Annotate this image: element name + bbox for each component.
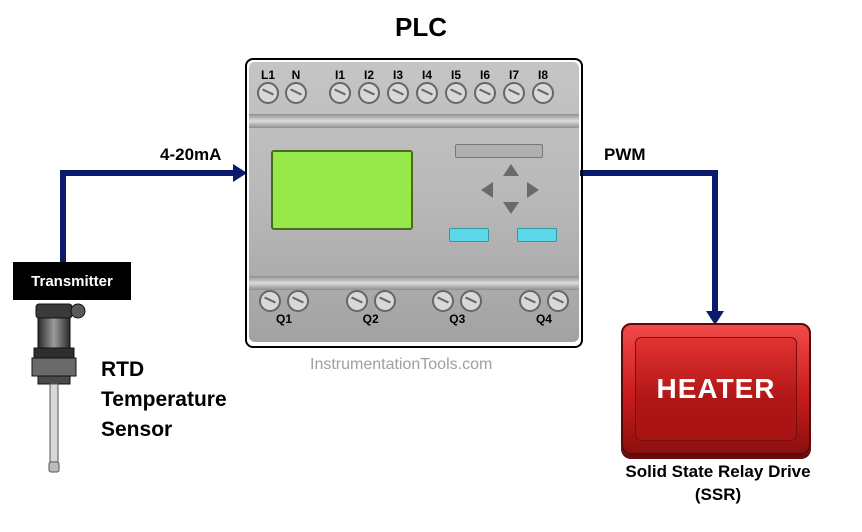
plc-top-terminals: L1 N I1 I2 I3 I4 I5 I6 I7 I8	[257, 68, 571, 112]
heater-label: HEATER	[656, 373, 775, 405]
terminal-Q1: Q1	[259, 290, 309, 338]
plc-top-bar-button	[455, 144, 543, 158]
terminal-Q4: Q4	[519, 290, 569, 338]
terminal-I6: I6	[474, 68, 496, 104]
plc-cyan-button-right	[517, 228, 557, 242]
terminal-Q2: Q2	[346, 290, 396, 338]
arrow-up-icon	[503, 164, 519, 176]
plc-body: L1 N I1 I2 I3 I4 I5 I6 I7 I8	[249, 62, 579, 342]
signal-out-label: PWM	[604, 145, 646, 165]
arrow-down-icon	[503, 202, 519, 214]
plc-bottom-groove	[249, 276, 579, 290]
terminal-Q3: Q3	[432, 290, 482, 338]
arrow-left-icon	[481, 182, 493, 198]
terminal-I8: I8	[532, 68, 554, 104]
terminal-N: N	[285, 68, 307, 104]
wire-output-horizontal	[580, 170, 718, 176]
terminal-I1: I1	[329, 68, 351, 104]
wire-output-vertical	[712, 170, 718, 313]
signal-in-label: 4-20mA	[160, 145, 221, 165]
heater-block: HEATER	[621, 323, 811, 455]
rtd-sensor-graphic	[28, 296, 100, 486]
rtd-label: RTD Temperature Sensor	[101, 355, 227, 445]
watermark-text: InstrumentationTools.com	[310, 356, 492, 374]
heater-sublabel: Solid State Relay Drive (SSR)	[618, 460, 818, 506]
wire-input-vertical	[60, 172, 66, 262]
wire-input-horizontal	[60, 170, 235, 176]
plc-bottom-terminals: Q1 Q2 Q3 Q4	[259, 290, 569, 338]
plc-cyan-button-left	[449, 228, 489, 242]
terminal-I5: I5	[445, 68, 467, 104]
plc-top-groove	[249, 114, 579, 128]
heater-inner: HEATER	[635, 337, 797, 441]
terminal-I7: I7	[503, 68, 525, 104]
arrow-right-icon	[527, 182, 539, 198]
transmitter-box: Transmitter	[13, 262, 131, 300]
terminal-L1: L1	[257, 68, 279, 104]
terminal-I3: I3	[387, 68, 409, 104]
plc-lcd	[271, 150, 413, 230]
transmitter-label: Transmitter	[31, 273, 113, 290]
terminal-I2: I2	[358, 68, 380, 104]
diagram-title: PLC	[395, 12, 447, 43]
terminal-I4: I4	[416, 68, 438, 104]
